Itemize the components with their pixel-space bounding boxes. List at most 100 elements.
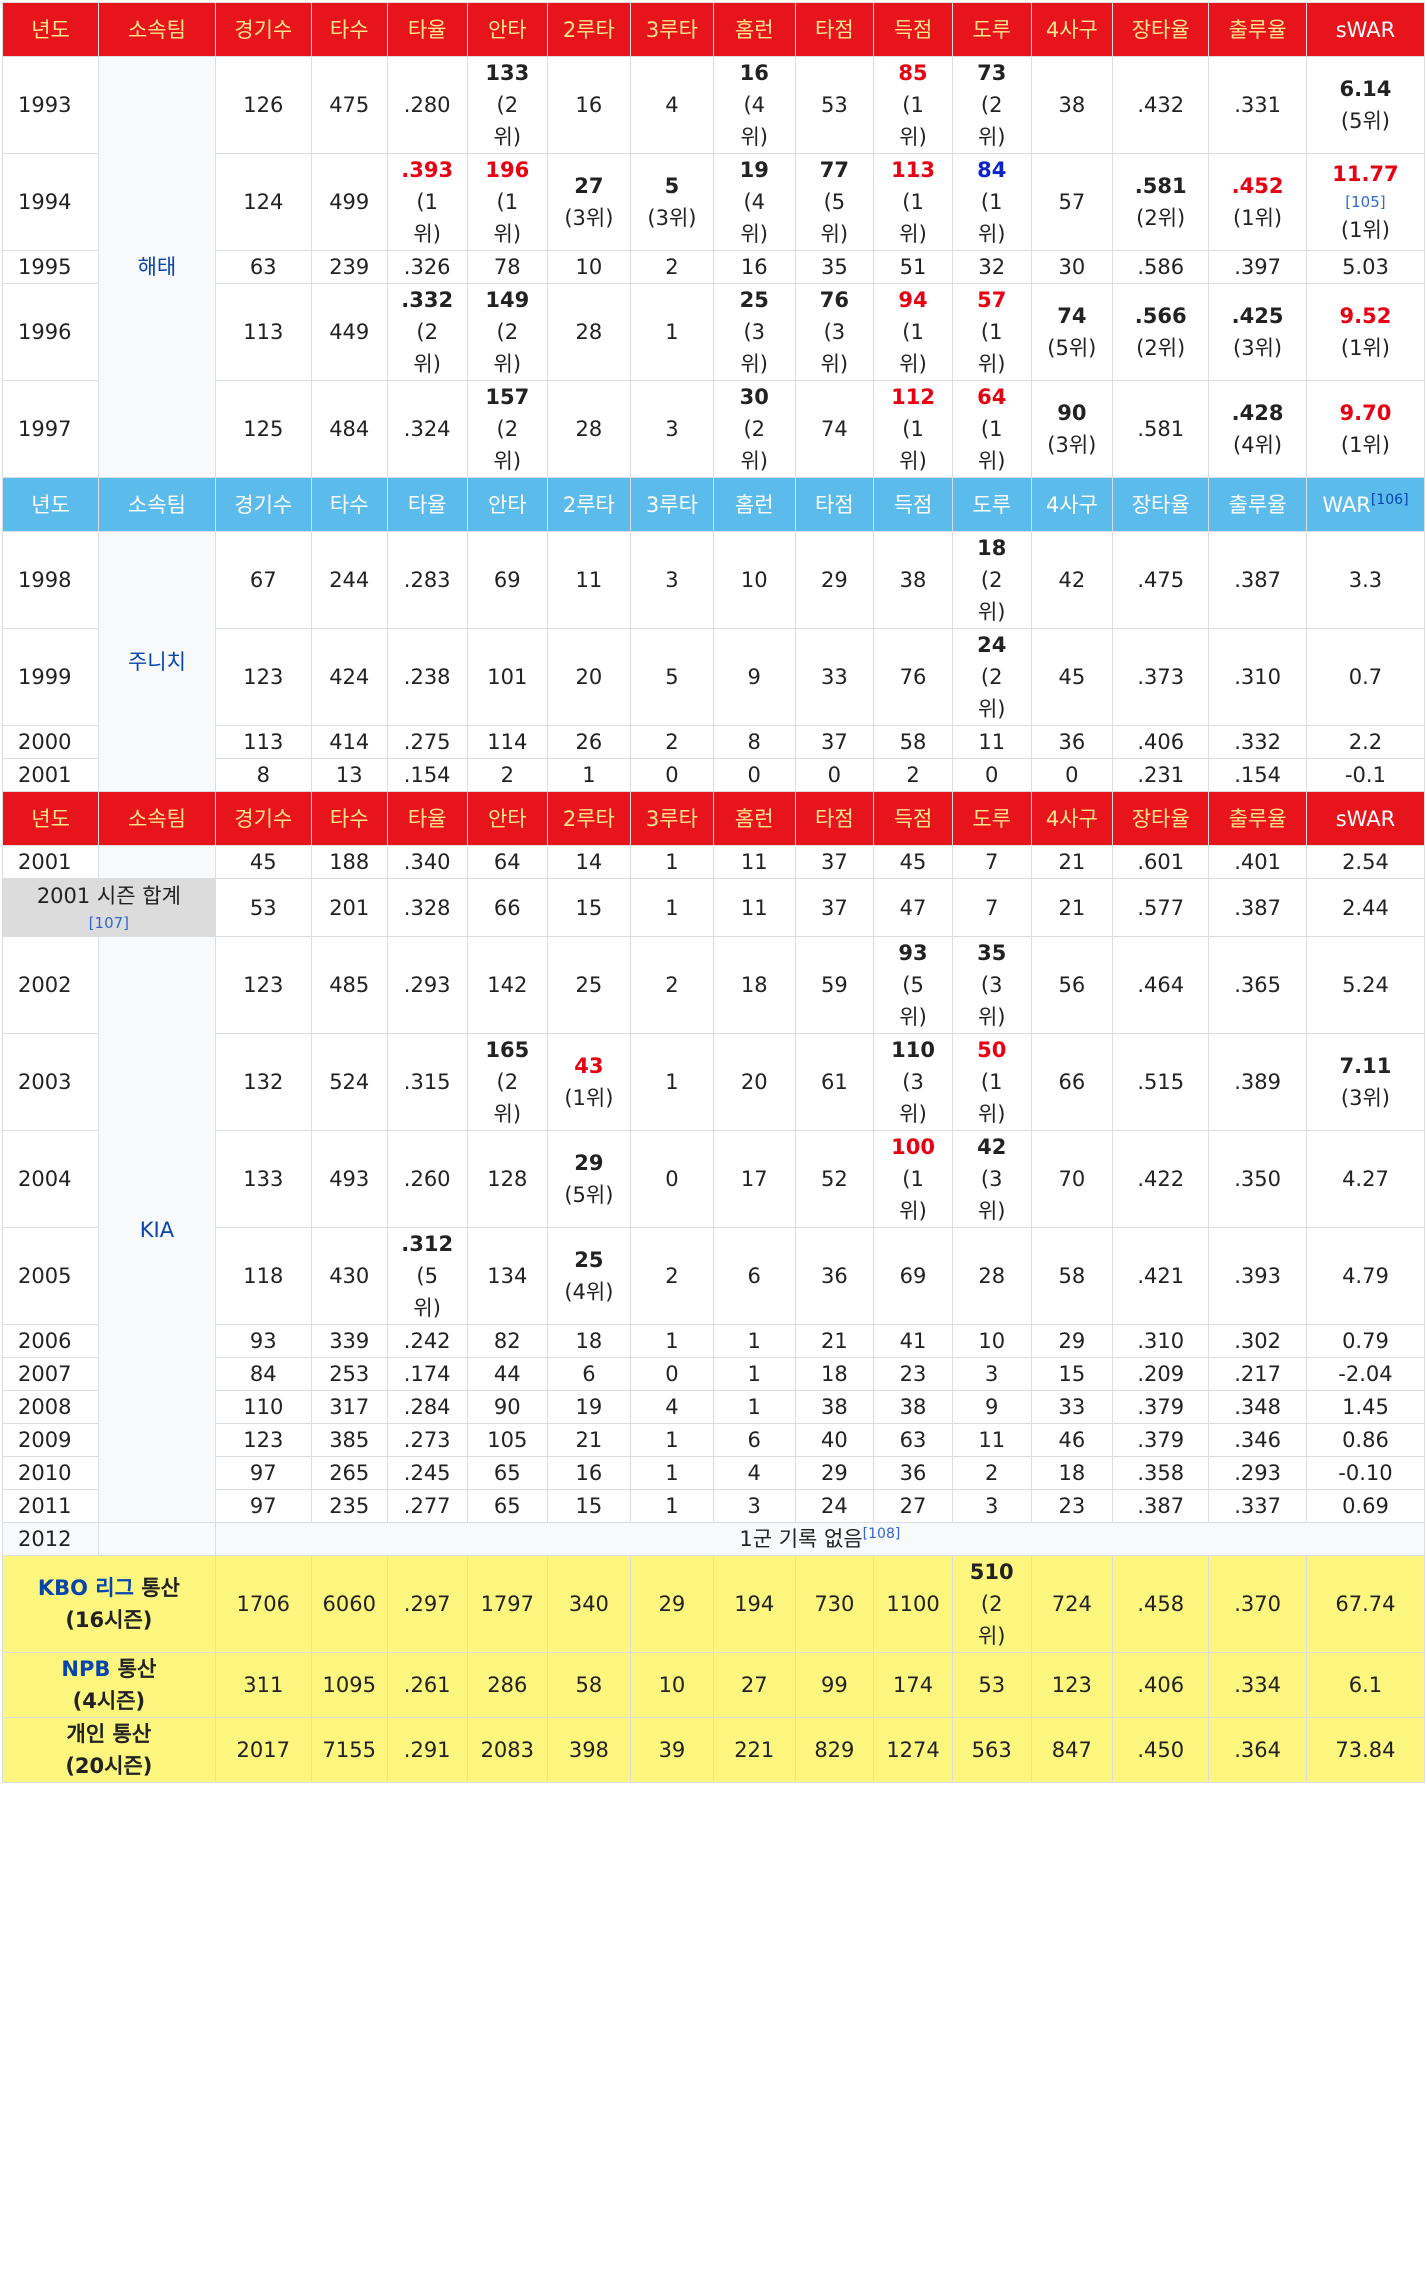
slg-cell: .358 [1112,1456,1210,1490]
avg-cell: .238 [386,628,468,726]
avg-cell: .242 [386,1324,468,1358]
triples-cell: 1 [629,878,714,937]
team-link-haitai[interactable]: 해태 [98,56,216,478]
walks-cell: 42 [1030,531,1114,629]
rbi-cell: 59 [794,936,875,1034]
runs-cell: 38 [873,1390,953,1424]
rbi-cell: 24 [794,1489,875,1523]
games-cell: 8 [214,758,312,792]
slg-cell: .406 [1112,725,1210,759]
doubles-cell: 6 [546,1357,631,1391]
table-row: 2010 97 265 .245 65 16 1 4 29 36 2 18 .3… [1,1456,1426,1490]
npb-league-link[interactable]: NPB [61,1657,111,1681]
obp-cell: .387 [1208,878,1307,937]
obp-cell: .364 [1208,1717,1307,1783]
table-row: 1997 125 484 .324 157 (2 위) 28 3 30 (2 위) 74… [1,380,1426,478]
war-cell: 0.86 [1305,1423,1426,1457]
runs-cell: 112 (1 위) [873,380,953,478]
header-games: 경기수 [214,2,312,57]
games-cell: 123 [214,628,312,726]
ref-link-106[interactable]: [106] [1370,491,1409,508]
games-cell: 93 [214,1324,312,1358]
hits-cell: 1797 [466,1555,548,1653]
triples-cell: 2 [629,725,714,759]
steals-cell: 84 (1 위) [951,153,1032,251]
table-row: 1996 113 449 .332 (2 위) 149 (2 위) 28 1 25 (3 위… [1,283,1426,381]
avg-cell: .261 [386,1652,468,1718]
batting-stats-table: 년도 소속팀 경기수 타수 타율 안타 2루타 3루타 홈런 타점 득점 도루 … [1,2,1426,1783]
home-runs-cell: 1 [712,1357,796,1391]
at-bats-cell: 385 [310,1423,388,1457]
rbi-cell: 33 [794,628,875,726]
steals-cell: 64 (1 위) [951,380,1032,478]
team-link-kia[interactable]: KIA [98,936,216,1523]
year-cell: 2000 [1,725,100,759]
rbi-cell: 36 [794,1227,875,1325]
ref-link-105[interactable]: [105] [1345,193,1386,211]
year-cell: 2001 [1,758,100,792]
slg-cell: .406 [1112,1652,1210,1718]
at-bats-cell: 244 [310,531,388,629]
season-total-label: 2001 시즌 합계 [107] [2,878,216,937]
slg-cell: .422 [1112,1130,1210,1228]
hits-cell: 165 (2 위) [466,1033,548,1131]
kbo-league-link[interactable]: KBO 리그 [37,1576,134,1600]
home-runs-cell: 16 [712,250,796,284]
header-walks: 4사구 [1030,2,1114,57]
doubles-cell: 14 [546,845,631,879]
slg-cell: .379 [1112,1390,1210,1424]
ref-link-108[interactable]: [108] [862,1526,901,1542]
npb-total-label: NPB 통산 (4시즌) [2,1652,216,1718]
games-cell: 97 [214,1489,312,1523]
slg-cell: .450 [1112,1717,1210,1783]
at-bats-cell: 449 [310,283,388,381]
table-row: 1999 123 424 .238 101 20 5 9 33 76 24 (2 위… [1,628,1426,726]
home-runs-cell: 8 [712,725,796,759]
obp-cell: .425 (3위) [1208,283,1307,381]
hits-cell: 134 [466,1227,548,1325]
runs-cell: 85 (1 위) [873,56,953,154]
team-cell-empty [98,845,216,879]
header-steals: 도루 [951,791,1032,846]
war-cell: -0.1 [1305,758,1426,792]
war-cell: 11.77 [105] (1위) [1305,153,1426,251]
steals-cell: 3 [951,1357,1032,1391]
avg-cell: .283 [386,531,468,629]
doubles-cell: 21 [546,1423,631,1457]
triples-cell: 39 [629,1717,714,1783]
hits-cell: 69 [466,531,548,629]
year-cell: 1998 [1,531,100,629]
runs-cell: 63 [873,1423,953,1457]
runs-cell: 69 [873,1227,953,1325]
table-row: 1993 해태 126 475 .280 133 (2 위) 16 4 16 (4 위)… [1,56,1426,478]
steals-cell: 7 [951,845,1032,879]
obp-cell: .452 (1위) [1208,153,1307,251]
games-cell: 63 [214,250,312,284]
hits-cell: 82 [466,1324,548,1358]
header-obp: 출루율 [1208,477,1307,532]
war-cell: 4.27 [1305,1130,1426,1228]
header-team: 소속팀 [98,2,216,57]
home-runs-cell: 19 (4 위) [712,153,796,251]
walks-cell: 21 [1030,878,1114,937]
ref-link-107[interactable]: [107] [88,913,130,932]
table-row: 2001 45 188 .340 64 14 1 11 37 45 7 21 .… [1,845,1426,879]
obp-cell: .337 [1208,1489,1307,1523]
walks-cell: 15 [1030,1357,1114,1391]
at-bats-cell: 1095 [310,1652,388,1718]
header-doubles: 2루타 [546,477,631,532]
slg-cell: .432 [1112,56,1210,154]
war-cell: 67.74 [1305,1555,1426,1653]
team-link-chunichi[interactable]: 주니치 [98,531,216,792]
walks-cell: 70 [1030,1130,1114,1228]
hits-cell: 44 [466,1357,548,1391]
home-runs-cell: 11 [712,878,796,937]
table-row: 2008 110 317 .284 90 19 4 1 38 38 9 33 .… [1,1390,1426,1424]
doubles-cell: 27 (3위) [546,153,631,251]
header-doubles: 2루타 [546,791,631,846]
header-triples: 3루타 [629,791,714,846]
at-bats-cell: 188 [310,845,388,879]
avg-cell: .297 [386,1555,468,1653]
war-cell: 5.03 [1305,250,1426,284]
header-year: 년도 [1,2,100,57]
